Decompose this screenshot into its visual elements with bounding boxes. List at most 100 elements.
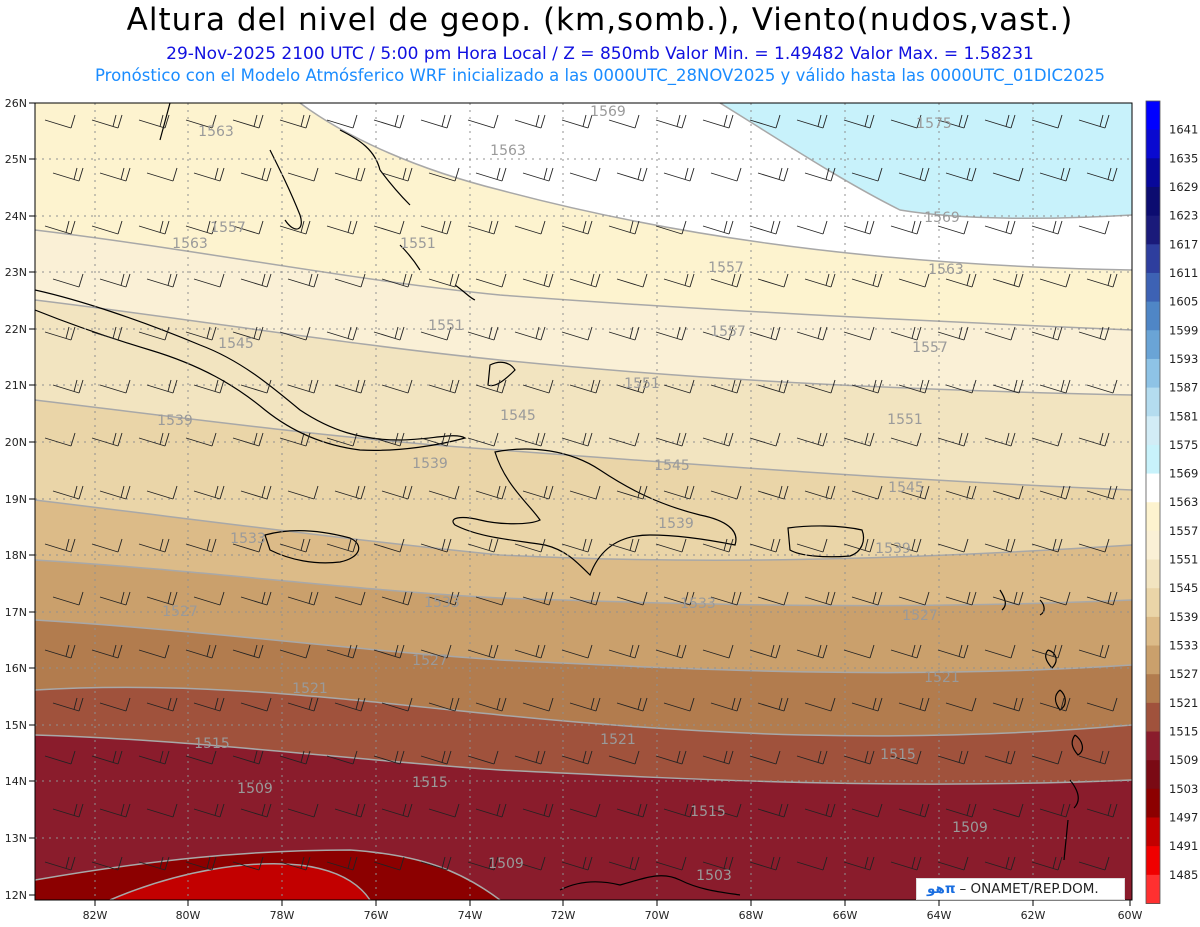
wind-barb [428, 697, 460, 712]
wind-barb [514, 220, 546, 235]
contour-label: 1539 [412, 456, 448, 472]
wind-barb [757, 167, 789, 182]
wind-barb [44, 326, 76, 341]
wind-barb [420, 432, 452, 447]
lon-label: 74W [458, 909, 483, 922]
wind-barb [749, 750, 781, 765]
wind-barb [193, 697, 225, 712]
colorbar-swatch [1146, 846, 1160, 876]
wind-barb [420, 220, 452, 235]
wind-barb [569, 273, 601, 288]
wind-barb [616, 697, 648, 712]
wind-barb [851, 485, 883, 500]
wind-barb [1039, 591, 1071, 606]
wind-barb [99, 697, 131, 712]
wind-barb [608, 644, 640, 659]
wind-barb [561, 644, 593, 659]
wind-barb [937, 220, 969, 235]
wind-barb [710, 167, 742, 182]
wind-barb [420, 856, 452, 871]
band-1563 [300, 103, 1132, 270]
wind-barb [569, 485, 601, 500]
wind-barb [984, 432, 1016, 447]
wind-barb [99, 591, 131, 606]
contour-label: 1557 [708, 260, 744, 276]
contour-label: 1527 [162, 604, 198, 620]
wind-barb [334, 591, 366, 606]
wind-barb [1039, 273, 1071, 288]
wind-barb [1031, 326, 1063, 341]
wind-barb [655, 538, 687, 553]
wind-barb [287, 379, 319, 394]
wind-barb [381, 485, 413, 500]
wind-barb [1086, 485, 1118, 500]
wind-barb [185, 432, 217, 447]
wind-barb [1039, 803, 1071, 818]
wind-barb [749, 114, 781, 129]
credit-text: – ONAMET/REP.DOM. [959, 881, 1099, 897]
wind-barb [522, 485, 554, 500]
wind-barb [804, 167, 836, 182]
wind-barb [232, 644, 264, 659]
wind-barb [467, 538, 499, 553]
wind-barb [796, 644, 828, 659]
wind-barb [1039, 167, 1071, 182]
wind-barb [91, 114, 123, 129]
wind-barb [702, 220, 734, 235]
wind-barb [138, 538, 170, 553]
wind-barb [616, 485, 648, 500]
wind-barb [279, 326, 311, 341]
wind-barb [937, 114, 969, 129]
wind-barb [1031, 644, 1063, 659]
contour-label: 1545 [654, 458, 690, 474]
contour-label: 1539 [875, 541, 911, 557]
wind-barb [890, 432, 922, 447]
wind-barb [467, 220, 499, 235]
wind-barb [91, 326, 123, 341]
wind-barb [898, 591, 930, 606]
wind-barb [279, 220, 311, 235]
wind-barb [334, 273, 366, 288]
wind-barb [138, 750, 170, 765]
wind-barb [1031, 856, 1063, 871]
lon-label: 68W [739, 909, 764, 922]
contour-label: 1551 [624, 376, 660, 392]
wind-barb [475, 379, 507, 394]
wind-barb [514, 644, 546, 659]
wind-barb [984, 220, 1016, 235]
wind-barb [334, 697, 366, 712]
wind-barb [232, 432, 264, 447]
colorbar-swatch [1146, 530, 1160, 561]
contour-label: 1527 [902, 608, 938, 624]
wind-barb [467, 856, 499, 871]
colorbar-swatch [1146, 788, 1160, 818]
wind-barb [420, 326, 452, 341]
colorbar-label: 1617 [1169, 237, 1198, 251]
wind-barb [749, 326, 781, 341]
colorbar-label: 1641 [1169, 123, 1198, 137]
wind-barb [44, 432, 76, 447]
contour-label: 1521 [292, 681, 328, 697]
colorbar-label: 1569 [1169, 467, 1198, 481]
wind-barb [44, 750, 76, 765]
colorbar-label: 1551 [1169, 553, 1198, 567]
bahamas-coast [159, 103, 516, 387]
wind-barb [1039, 379, 1071, 394]
lon-label: 82W [83, 909, 108, 922]
colorbar-swatch [1146, 387, 1160, 417]
wind-barb [514, 750, 546, 765]
wind-barb [898, 273, 930, 288]
wind-barb [334, 167, 366, 182]
wind-barb [757, 485, 789, 500]
wind-barb [279, 750, 311, 765]
wind-barb [334, 379, 366, 394]
wind-barb [326, 856, 358, 871]
colorbar-label: 1563 [1169, 495, 1198, 509]
wind-barb [616, 379, 648, 394]
band-1521 [35, 620, 1132, 736]
wind-barb [373, 114, 405, 129]
wind-barb [146, 379, 178, 394]
contour-label: 1563 [928, 262, 964, 278]
wind-barb [757, 273, 789, 288]
wind-barb [193, 273, 225, 288]
